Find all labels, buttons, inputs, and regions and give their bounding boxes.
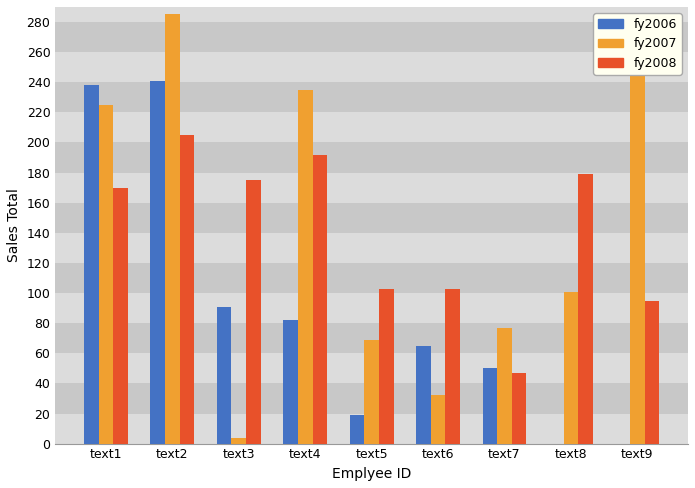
Bar — [55, 413, 688, 444]
Legend: fy2006, fy2007, fy2008: fy2006, fy2007, fy2008 — [594, 13, 682, 75]
Bar — [55, 203, 688, 233]
Bar — [284, 320, 298, 444]
Bar — [99, 105, 113, 444]
Bar — [55, 293, 688, 323]
Bar — [55, 52, 688, 82]
Bar — [55, 82, 688, 112]
Bar — [497, 327, 512, 444]
Bar — [55, 263, 688, 293]
Bar — [364, 340, 379, 444]
Bar — [55, 353, 688, 384]
Bar — [55, 384, 688, 413]
Bar — [55, 22, 688, 52]
Bar — [217, 306, 231, 444]
Bar — [55, 233, 688, 263]
Bar — [165, 15, 180, 444]
Bar — [445, 288, 460, 444]
Bar — [645, 301, 660, 444]
Bar — [231, 438, 246, 444]
Bar — [512, 373, 526, 444]
Bar — [379, 288, 393, 444]
Bar — [564, 291, 578, 444]
Bar — [431, 395, 445, 444]
Bar — [180, 135, 195, 444]
Bar — [630, 57, 645, 444]
Bar — [150, 81, 165, 444]
Bar — [298, 90, 313, 444]
Bar — [350, 415, 364, 444]
Bar — [313, 155, 327, 444]
Bar — [578, 174, 593, 444]
Bar — [55, 142, 688, 173]
Bar — [55, 112, 688, 142]
Bar — [55, 173, 688, 203]
Bar — [416, 346, 431, 444]
Bar — [482, 368, 497, 444]
Bar — [55, 323, 688, 353]
Bar — [84, 85, 99, 444]
X-axis label: Emplyee ID: Emplyee ID — [332, 467, 411, 481]
Bar — [246, 180, 261, 444]
Bar — [113, 188, 128, 444]
Y-axis label: Sales Total: Sales Total — [7, 188, 21, 262]
